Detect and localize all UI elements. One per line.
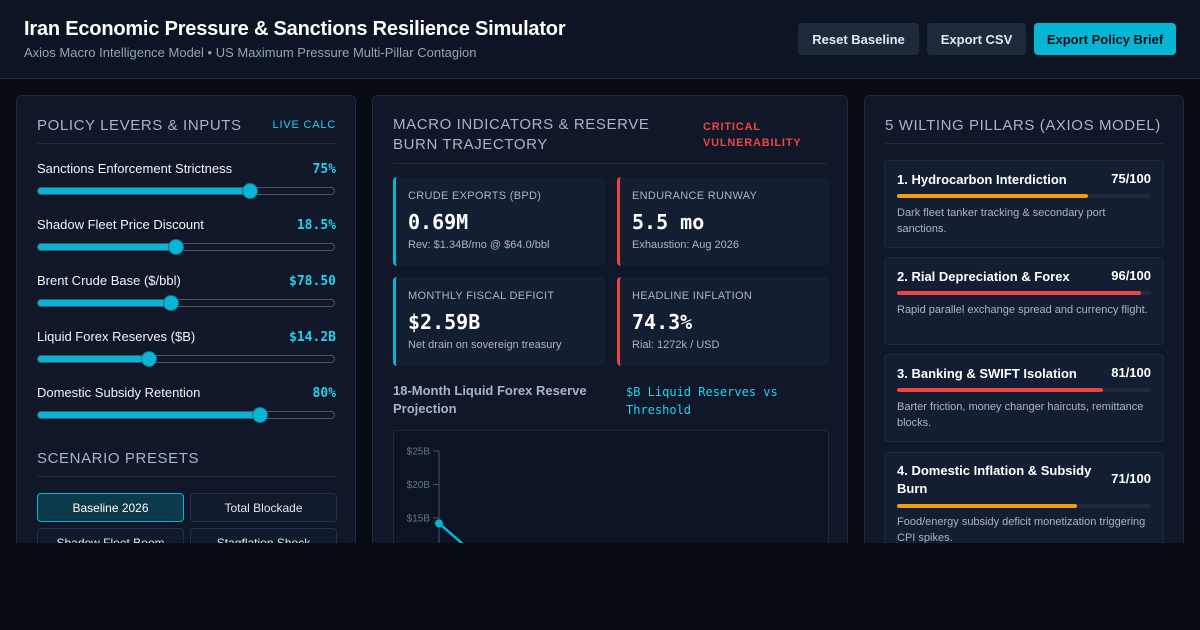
- kpi-label: Crude Exports (BPD): [408, 190, 542, 202]
- dashboard-viewport: Policy Levers & Inputs LIVE CALC Sanctio…: [0, 79, 1200, 543]
- kpi-note: Exhaustion: Aug 2026: [632, 239, 740, 251]
- lever-label: Shadow Fleet Price Discount: [37, 217, 204, 232]
- divider: [885, 143, 1164, 144]
- pillar-card: 1. Hydrocarbon Interdiction 75/100 Dark …: [884, 160, 1164, 248]
- app-title: Iran Economic Pressure & Sanctions Resil…: [24, 18, 566, 40]
- pillar-description: Barter friction, money changer haircuts,…: [897, 401, 1144, 429]
- pillar-description: Dark fleet tanker tracking & secondary p…: [897, 207, 1106, 235]
- pillar-score: 71/100: [1111, 471, 1151, 486]
- chart-legend: $B Liquid Reserves vs Threshold: [626, 385, 778, 417]
- lever-slider-track[interactable]: [37, 183, 335, 199]
- presets-title: Scenario Presets: [37, 450, 200, 467]
- pillar-card: 3. Banking & SWIFT Isolation 81/100 Bart…: [884, 354, 1164, 442]
- divider: [37, 476, 336, 477]
- lever-label: Brent Crude Base ($/bbl): [37, 273, 181, 288]
- pillar-bar-track: [897, 291, 1151, 295]
- kpi-fiscal-deficit: Monthly Fiscal Deficit $2.59B Net drain …: [393, 277, 605, 366]
- pillar-bar-track: [897, 194, 1151, 198]
- preset-stagflation-shock[interactable]: Stagflation Shock: [190, 528, 337, 543]
- kpi-value: $2.59B: [408, 310, 481, 334]
- export-csv-button[interactable]: Export CSV: [927, 23, 1026, 55]
- pillar-bar-track: [897, 388, 1151, 392]
- lever-value: $78.50: [289, 274, 336, 289]
- policy-levers-panel: Policy Levers & Inputs LIVE CALC Sanctio…: [16, 95, 356, 543]
- lever-slider-track[interactable]: [37, 351, 335, 367]
- lever-slider-track[interactable]: [37, 407, 335, 423]
- lever-slider-thumb[interactable]: [167, 239, 184, 255]
- preset-shadow-fleet-boom[interactable]: Shadow Fleet Boom: [37, 528, 184, 543]
- live-calc-badge: LIVE CALC: [272, 119, 336, 131]
- pillar-name: 3. Banking & SWIFT Isolation: [897, 366, 1077, 381]
- kpi-value: 74.3%: [632, 310, 693, 334]
- pillar-bar-fill: [897, 388, 1103, 392]
- lever-slider-thumb[interactable]: [252, 407, 268, 423]
- pillar-bar-fill: [897, 194, 1088, 198]
- lever-slider-thumb[interactable]: [141, 351, 157, 367]
- kpi-endurance-runway: Endurance Runway 5.5 mo Exhaustion: Aug …: [617, 177, 829, 266]
- chart-y-tick-label: $25B: [407, 447, 431, 458]
- lever-label: Domestic Subsidy Retention: [37, 385, 201, 400]
- pillar-name: 2. Rial Depreciation & Forex: [897, 269, 1070, 284]
- kpi-label: Endurance Runway: [632, 190, 758, 202]
- pillar-score: 96/100: [1111, 268, 1151, 283]
- reserve-chart-container: $25B $20B $15B: [393, 430, 829, 543]
- pillar-card: 4. Domestic Inflation & Subsidy Burn 71/…: [884, 452, 1164, 543]
- pillar-bar-fill: [897, 504, 1078, 508]
- preset-total-blockade[interactable]: Total Blockade: [190, 493, 337, 522]
- kpi-note: Rev: $1.34B/mo @ $64.0/bbl: [408, 239, 550, 251]
- lever-value: 75%: [312, 162, 336, 177]
- kpi-value: 0.69M: [408, 210, 469, 234]
- lever-slider-thumb[interactable]: [241, 183, 258, 199]
- lever-slider-fill: [38, 188, 250, 194]
- critical-vulnerability-badge: CRITICAL VULNERABILITY: [703, 121, 802, 149]
- kpi-note: Net drain on sovereign treasury: [408, 339, 562, 351]
- lever-slider-track[interactable]: [37, 295, 335, 311]
- kpi-headline-inflation: Headline Inflation 74.3% Rial: 1272k / U…: [617, 277, 829, 366]
- lever-slider-fill: [38, 356, 149, 362]
- app-header: Iran Economic Pressure & Sanctions Resil…: [0, 0, 1200, 79]
- lever-slider-fill: [38, 300, 172, 306]
- pillar-name: 1. Hydrocarbon Interdiction: [897, 172, 1067, 187]
- lever-slider-thumb[interactable]: [163, 295, 180, 311]
- macro-indicators-panel: Macro Indicators & Reserve Burn Trajecto…: [372, 95, 848, 543]
- export-policy-brief-button[interactable]: Export Policy Brief: [1034, 23, 1176, 55]
- pillar-description: Food/energy subsidy deficit monetization…: [897, 516, 1146, 543]
- pillar-bar-track: [897, 504, 1151, 508]
- kpi-label: Headline Inflation: [632, 290, 753, 302]
- kpi-value: 5.5 mo: [632, 210, 705, 234]
- kpi-note: Rial: 1272k / USD: [632, 339, 720, 351]
- chart-y-tick-label: $20B: [407, 480, 431, 491]
- app-subtitle: Axios Macro Intelligence Model • US Maxi…: [24, 45, 477, 60]
- lever-value: $14.2B: [289, 330, 336, 345]
- reset-baseline-button[interactable]: Reset Baseline: [798, 23, 919, 55]
- chart-title: 18-Month Liquid Forex Reserve Projection: [393, 383, 587, 416]
- lever-label: Liquid Forex Reserves ($B): [37, 329, 196, 344]
- wilting-pillars-panel: 5 Wilting Pillars (Axios Model) 1. Hydro…: [864, 95, 1184, 543]
- reserve-data-point: [435, 519, 443, 528]
- lever-value: 80%: [312, 386, 336, 401]
- lever-label: Sanctions Enforcement Strictness: [37, 161, 233, 176]
- lever-slider-fill: [38, 412, 260, 418]
- kpi-crude-exports: Crude Exports (BPD) 0.69M Rev: $1.34B/mo…: [393, 177, 605, 266]
- reserve-projection-chart: $25B $20B $15B: [407, 447, 464, 543]
- pillar-bar-fill: [897, 291, 1141, 295]
- divider: [37, 143, 336, 144]
- reserve-series-line: [438, 522, 464, 543]
- pillar-name: 4. Domestic Inflation & Subsidy Burn: [897, 463, 1092, 496]
- pillar-card: 2. Rial Depreciation & Forex 96/100 Rapi…: [884, 257, 1164, 345]
- kpi-label: Monthly Fiscal Deficit: [408, 290, 555, 302]
- pillar-score: 75/100: [1111, 171, 1151, 186]
- preset-baseline-2026[interactable]: Baseline 2026: [37, 493, 184, 522]
- lever-value: 18.5%: [296, 218, 336, 233]
- divider: [393, 163, 828, 164]
- lever-slider-fill: [38, 244, 176, 250]
- lever-slider-track[interactable]: [37, 239, 335, 255]
- levers-panel-title: Policy Levers & Inputs: [37, 117, 242, 134]
- pillar-score: 81/100: [1111, 365, 1151, 380]
- macro-panel-title: Macro Indicators & Reserve Burn Trajecto…: [393, 116, 650, 153]
- pillar-description: Rapid parallel exchange spread and curre…: [897, 304, 1148, 316]
- chart-y-tick-label: $15B: [407, 514, 431, 525]
- pillars-panel-title: 5 Wilting Pillars (Axios Model): [885, 117, 1161, 134]
